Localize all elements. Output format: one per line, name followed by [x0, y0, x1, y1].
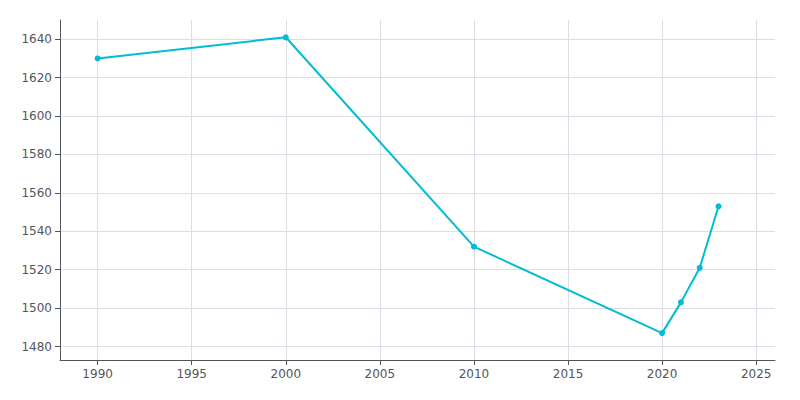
svg-text:2020: 2020: [647, 367, 678, 381]
svg-text:2005: 2005: [365, 367, 396, 381]
svg-text:1995: 1995: [176, 367, 207, 381]
svg-text:1540: 1540: [21, 224, 52, 238]
svg-text:1480: 1480: [21, 340, 52, 354]
svg-text:1520: 1520: [21, 263, 52, 277]
svg-text:2010: 2010: [459, 367, 490, 381]
svg-text:2025: 2025: [741, 367, 772, 381]
svg-text:1560: 1560: [21, 186, 52, 200]
svg-text:2015: 2015: [553, 367, 584, 381]
svg-text:2000: 2000: [271, 367, 302, 381]
svg-text:1580: 1580: [21, 147, 52, 161]
svg-text:1620: 1620: [21, 71, 52, 85]
svg-text:1640: 1640: [21, 32, 52, 46]
svg-text:1600: 1600: [21, 109, 52, 123]
svg-text:1500: 1500: [21, 301, 52, 315]
svg-text:1990: 1990: [82, 367, 113, 381]
